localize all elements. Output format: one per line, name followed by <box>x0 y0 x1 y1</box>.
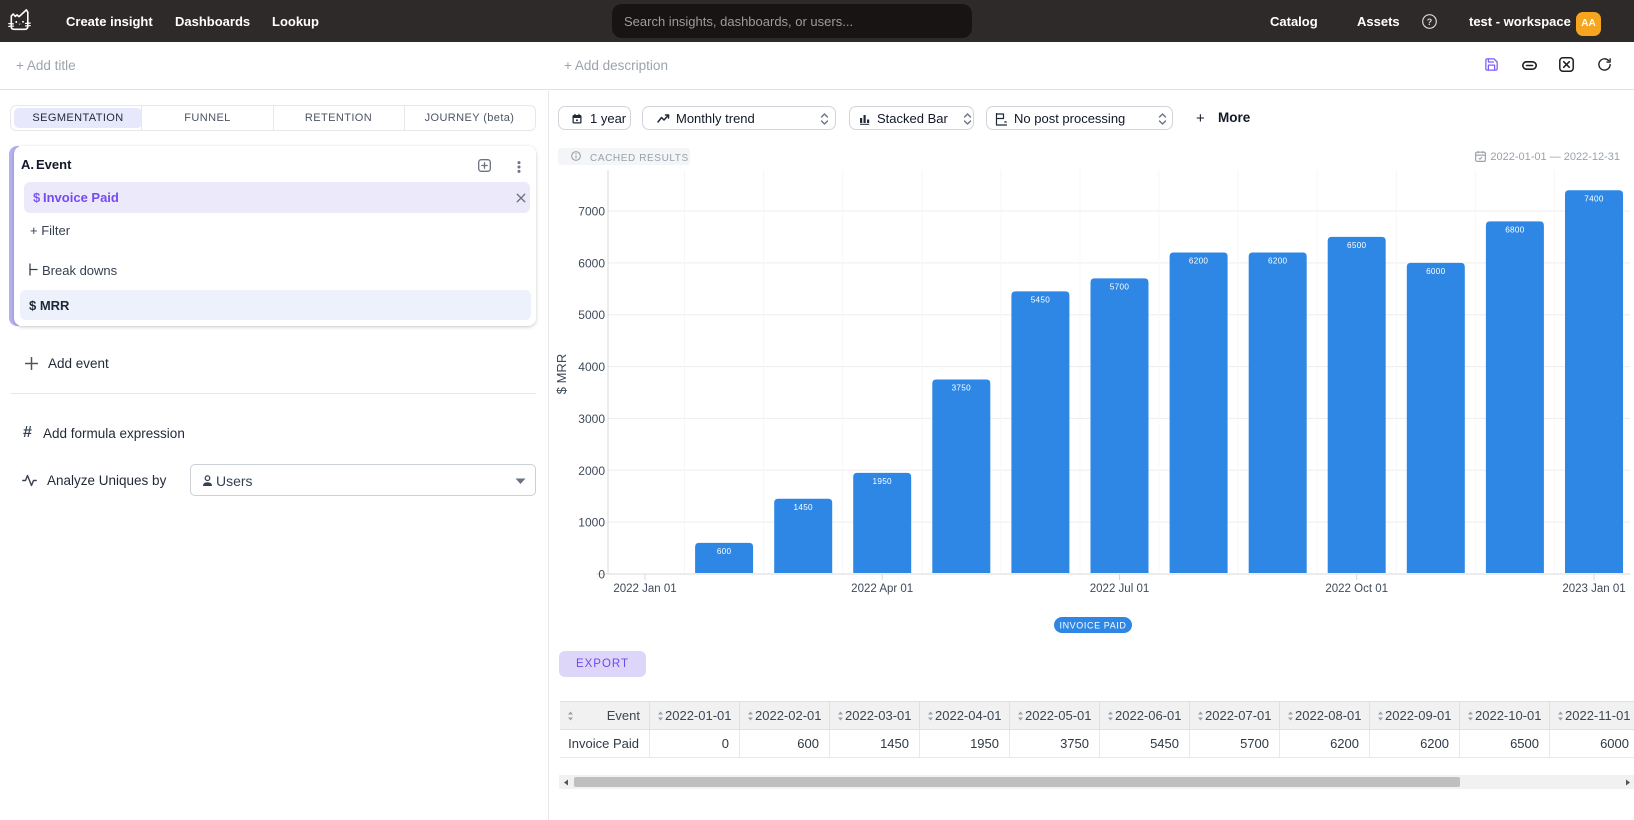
svg-text:5450: 5450 <box>1031 295 1051 304</box>
svg-text:0: 0 <box>598 568 605 582</box>
svg-text:600: 600 <box>717 547 732 556</box>
svg-text:3000: 3000 <box>578 412 605 426</box>
svg-text:?: ? <box>1427 17 1433 27</box>
svg-text:2000: 2000 <box>578 464 605 478</box>
svg-text:1450: 1450 <box>793 503 813 512</box>
svg-text:6500: 6500 <box>1347 241 1367 250</box>
svg-text:6000: 6000 <box>578 256 605 270</box>
svg-text:1000: 1000 <box>578 516 605 530</box>
svg-text:6200: 6200 <box>1268 257 1288 266</box>
svg-text:5000: 5000 <box>578 308 605 322</box>
svg-text:INVOICE PAID: INVOICE PAID <box>1059 621 1126 631</box>
svg-text:2022 Oct 01: 2022 Oct 01 <box>1325 583 1388 595</box>
svg-text:6200: 6200 <box>1189 257 1209 266</box>
svg-text:5700: 5700 <box>1110 282 1130 291</box>
svg-text:2023 Jan 01: 2023 Jan 01 <box>1562 583 1625 595</box>
svg-text:2022 Jan 01: 2022 Jan 01 <box>613 583 676 595</box>
svg-text:2022 Apr 01: 2022 Apr 01 <box>851 583 913 595</box>
svg-text:4000: 4000 <box>578 360 605 374</box>
svg-text:3750: 3750 <box>952 384 972 393</box>
svg-text:7000: 7000 <box>578 205 605 219</box>
svg-text:$ MRR: $ MRR <box>554 354 569 394</box>
svg-text:6000: 6000 <box>1426 267 1446 276</box>
svg-text:1950: 1950 <box>872 477 892 486</box>
svg-text:6800: 6800 <box>1505 225 1525 234</box>
svg-text:7400: 7400 <box>1584 194 1604 203</box>
svg-text:2022 Jul 01: 2022 Jul 01 <box>1090 583 1149 595</box>
